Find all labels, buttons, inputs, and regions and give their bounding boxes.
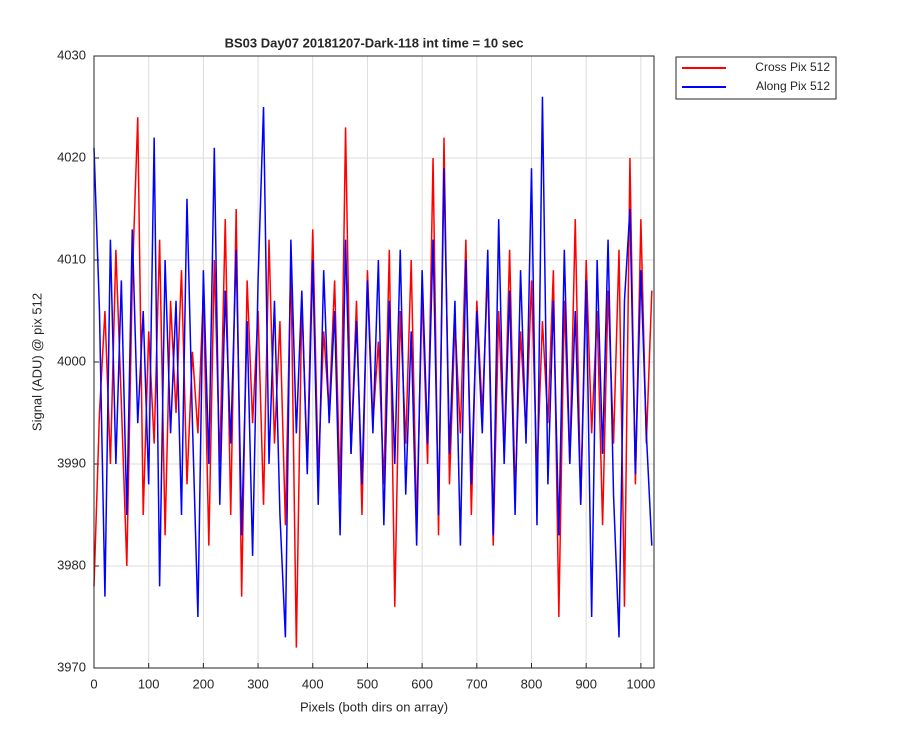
x-tick-label: 700 [466,676,488,691]
x-tick-label: 100 [138,676,160,691]
legend-label: Along Pix 512 [756,79,830,93]
x-tick-label: 500 [357,676,379,691]
legend-label: Cross Pix 512 [755,60,830,74]
y-tick-label: 4000 [57,353,86,368]
x-tick-label: 600 [411,676,433,691]
plot-frame [93,55,655,669]
y-tick-label: 4030 [57,47,86,62]
y-tick-label: 4010 [57,251,86,266]
x-tick-label: 1000 [626,676,655,691]
x-tick-label: 300 [247,676,269,691]
y-axis-label: Signal (ADU) @ pix 512 [29,293,44,431]
legend-box [675,56,837,100]
x-tick-label: 200 [193,676,215,691]
y-tick-label: 4020 [57,149,86,164]
y-tick-label: 3990 [57,455,86,470]
y-tick-label: 3980 [57,557,86,572]
x-tick-label: 800 [521,676,543,691]
y-tick-label: 3970 [57,659,86,674]
x-tick-label: 0 [90,676,97,691]
series-line [93,96,653,638]
chart-title: BS03 Day07 20181207-Dark-118 int time = … [225,35,524,50]
x-tick-label: 900 [575,676,597,691]
x-tick-label: 400 [302,676,324,691]
x-axis-label: Pixels (both dirs on array) [300,699,448,714]
